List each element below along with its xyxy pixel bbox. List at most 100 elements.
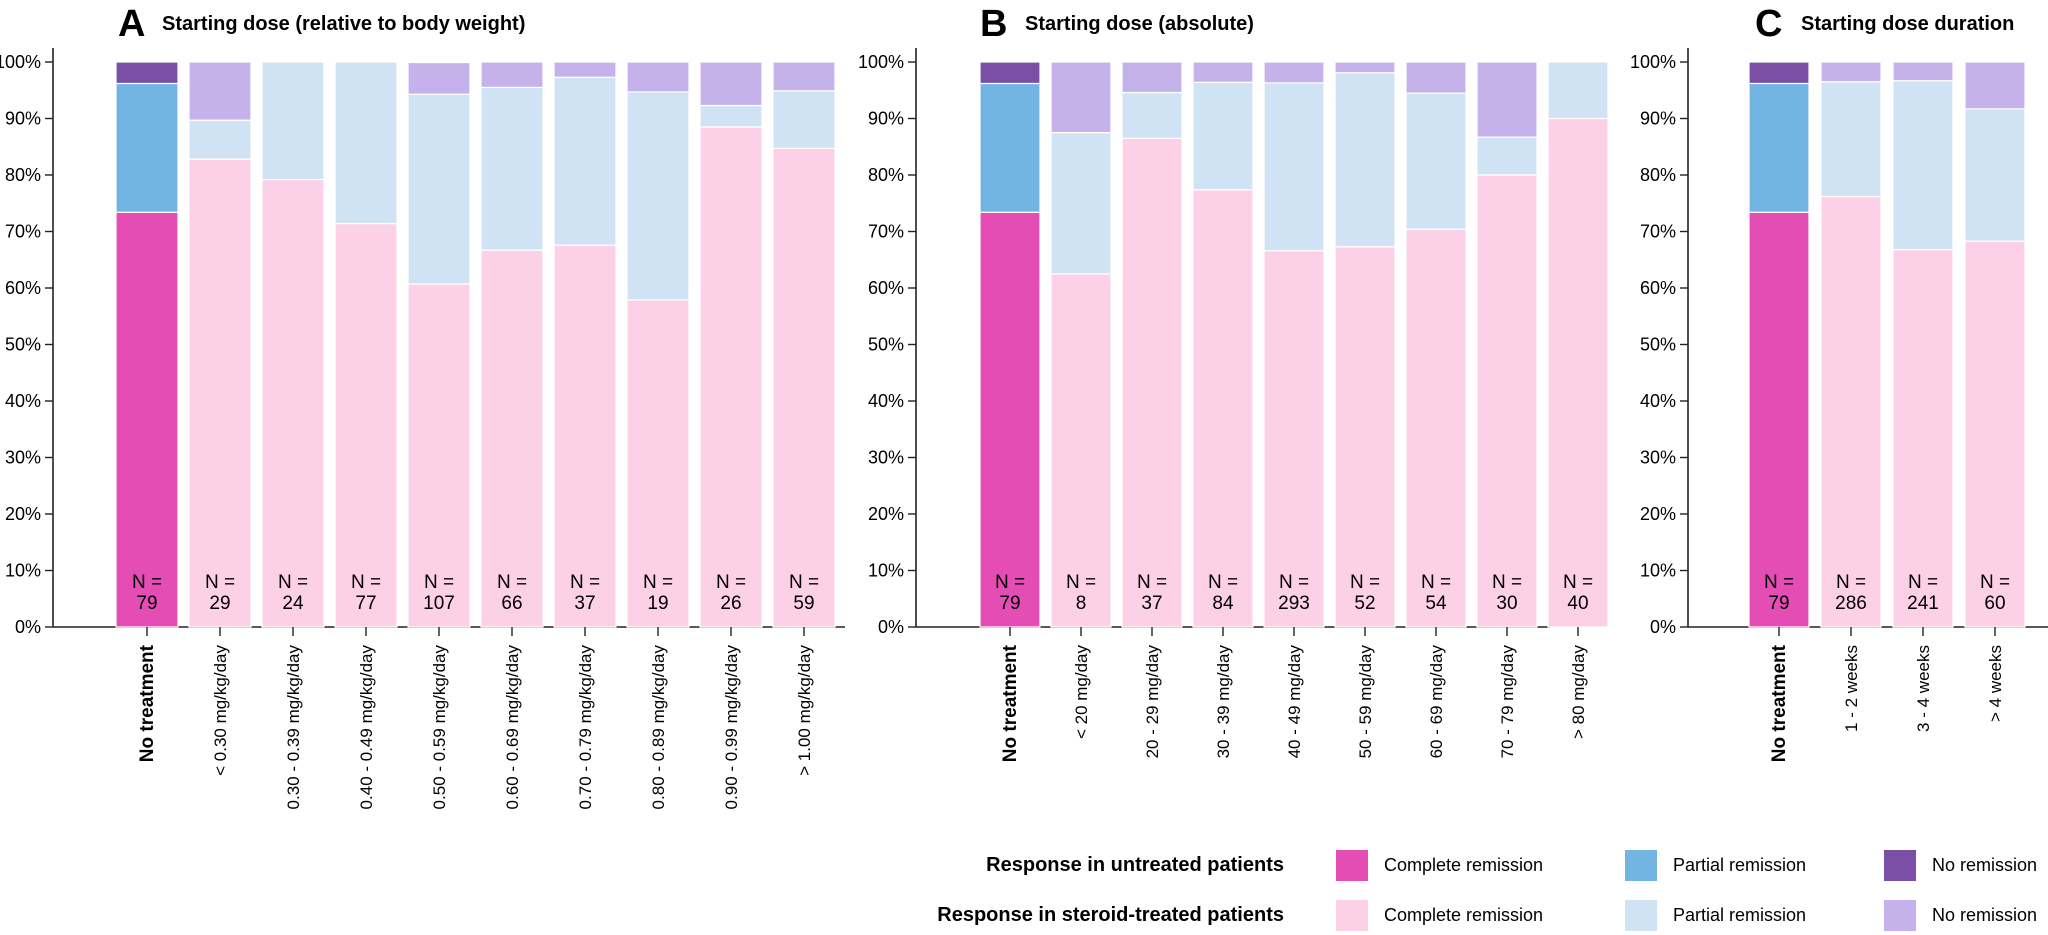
x-category-label: < 0.30 mg/kg/day <box>211 645 230 776</box>
x-category-label: 20 - 29 mg/day <box>1143 645 1162 759</box>
bar-segment-complete <box>334 222 398 628</box>
n-value: 24 <box>282 593 304 614</box>
n-label: N = <box>1836 572 1866 593</box>
n-label: N = <box>570 572 600 593</box>
y-tick-label: 50% <box>1640 335 1676 355</box>
y-tick-label: 30% <box>1640 448 1676 468</box>
legend-row-label-untreated: Response in untreated patients <box>986 854 1284 876</box>
bar-segment-partial <box>1964 108 2026 242</box>
n-label: N = <box>1563 572 1593 593</box>
bar-segment-partial <box>1405 92 1467 230</box>
n-value: 40 <box>1567 593 1588 614</box>
n-value: 54 <box>1425 593 1447 614</box>
bar-segment-none <box>480 61 544 89</box>
n-value: 59 <box>793 593 814 614</box>
n-value: 52 <box>1354 593 1375 614</box>
x-category-label: 0.70 - 0.79 mg/kg/day <box>576 645 595 810</box>
n-label: N = <box>1764 572 1794 593</box>
n-label: N = <box>351 572 381 593</box>
y-tick-label: 30% <box>868 448 904 468</box>
bar-segment-complete <box>1820 195 1882 628</box>
panel-a-chart: A Starting dose (relative to body weight… <box>0 3 845 809</box>
n-label: N = <box>789 572 819 593</box>
x-category-label: 1 - 2 weeks <box>1842 645 1861 732</box>
bar-segment-partial <box>1820 81 1882 198</box>
bar-segment-none <box>979 61 1041 85</box>
x-category-label: 0.30 - 0.39 mg/kg/day <box>284 645 303 810</box>
bar-segment-complete <box>1964 240 2026 628</box>
bar-segment-partial <box>334 61 398 225</box>
n-label: N = <box>716 572 746 593</box>
bar-segment-complete <box>1476 174 1538 628</box>
legend-label-treated-partial: Partial remission <box>1673 905 1806 925</box>
n-value: 37 <box>574 593 595 614</box>
bar-segment-partial <box>188 119 252 160</box>
n-value: 286 <box>1835 593 1867 614</box>
bar-segment-partial <box>699 104 763 128</box>
bar-segment-partial <box>1263 82 1325 252</box>
n-label: N = <box>132 572 162 593</box>
y-tick-label: 70% <box>868 222 904 242</box>
bar-segment-none <box>772 61 836 92</box>
x-category-label: 40 - 49 mg/day <box>1285 645 1304 759</box>
bar-segment-none <box>1405 61 1467 94</box>
n-value: 79 <box>999 593 1020 614</box>
bar-segment-none <box>1892 61 1954 82</box>
y-tick-label: 0% <box>1650 617 1676 637</box>
n-value: 84 <box>1212 593 1234 614</box>
y-tick-label: 40% <box>5 391 41 411</box>
x-category-label: No treatment <box>1769 644 1790 762</box>
n-value: 66 <box>501 593 522 614</box>
n-value: 60 <box>1984 593 2005 614</box>
y-tick-label: 10% <box>1640 561 1676 581</box>
x-category-label: 30 - 39 mg/day <box>1214 645 1233 759</box>
bar-segment-complete <box>1050 273 1112 628</box>
x-category-label: 0.50 - 0.59 mg/kg/day <box>430 645 449 810</box>
n-label: N = <box>1421 572 1451 593</box>
n-label: N = <box>1980 572 2010 593</box>
y-tick-label: 100% <box>1630 52 1676 72</box>
bar-segment-partial <box>1050 132 1112 275</box>
n-value: 29 <box>209 593 230 614</box>
bar-segment-partial <box>1748 82 1810 213</box>
y-tick-label: 80% <box>868 165 904 185</box>
y-tick-label: 40% <box>1640 391 1676 411</box>
y-tick-label: 90% <box>868 109 904 129</box>
legend-label-untreated-none: No remission <box>1932 855 2037 875</box>
bar-segment-complete <box>1405 228 1467 628</box>
bar-segment-none <box>1263 61 1325 84</box>
bar-segment-complete <box>626 299 690 628</box>
bar-segment-complete <box>407 283 471 628</box>
bar-segment-complete <box>115 211 179 628</box>
bar-segment-complete <box>979 211 1041 628</box>
panel-a-title: Starting dose (relative to body weight) <box>162 13 525 35</box>
y-tick-label: 40% <box>868 391 904 411</box>
y-tick-label: 80% <box>5 165 41 185</box>
bar-segment-none <box>1964 61 2026 110</box>
bar-segment-none <box>1050 61 1112 134</box>
legend-swatch-treated-complete <box>1336 900 1368 931</box>
x-category-label: 0.90 - 0.99 mg/kg/day <box>722 645 741 810</box>
y-tick-label: 80% <box>1640 165 1676 185</box>
n-value: 19 <box>647 593 668 614</box>
y-tick-label: 0% <box>15 617 41 637</box>
bar-segment-none <box>188 61 252 121</box>
bar-segment-complete <box>480 249 544 628</box>
n-label: N = <box>995 572 1025 593</box>
y-tick-label: 70% <box>1640 222 1676 242</box>
y-tick-label: 20% <box>1640 504 1676 524</box>
legend-swatch-treated-none <box>1884 900 1916 931</box>
n-label: N = <box>424 572 454 593</box>
y-tick-label: 60% <box>868 278 904 298</box>
panel-c-chart: C Starting dose duration 0% 10% 20% 30% 40% 5… <box>1630 3 2048 762</box>
panel-a-letter: A <box>118 3 145 45</box>
n-value: 8 <box>1076 593 1087 614</box>
bar-segment-none <box>1748 61 1810 85</box>
bar-segment-complete <box>553 244 617 628</box>
x-category-label: > 4 weeks <box>1986 645 2005 722</box>
n-value: 107 <box>423 593 455 614</box>
n-value: 30 <box>1496 593 1517 614</box>
bar-segment-complete <box>1263 250 1325 628</box>
bar-segment-partial <box>1192 81 1254 191</box>
